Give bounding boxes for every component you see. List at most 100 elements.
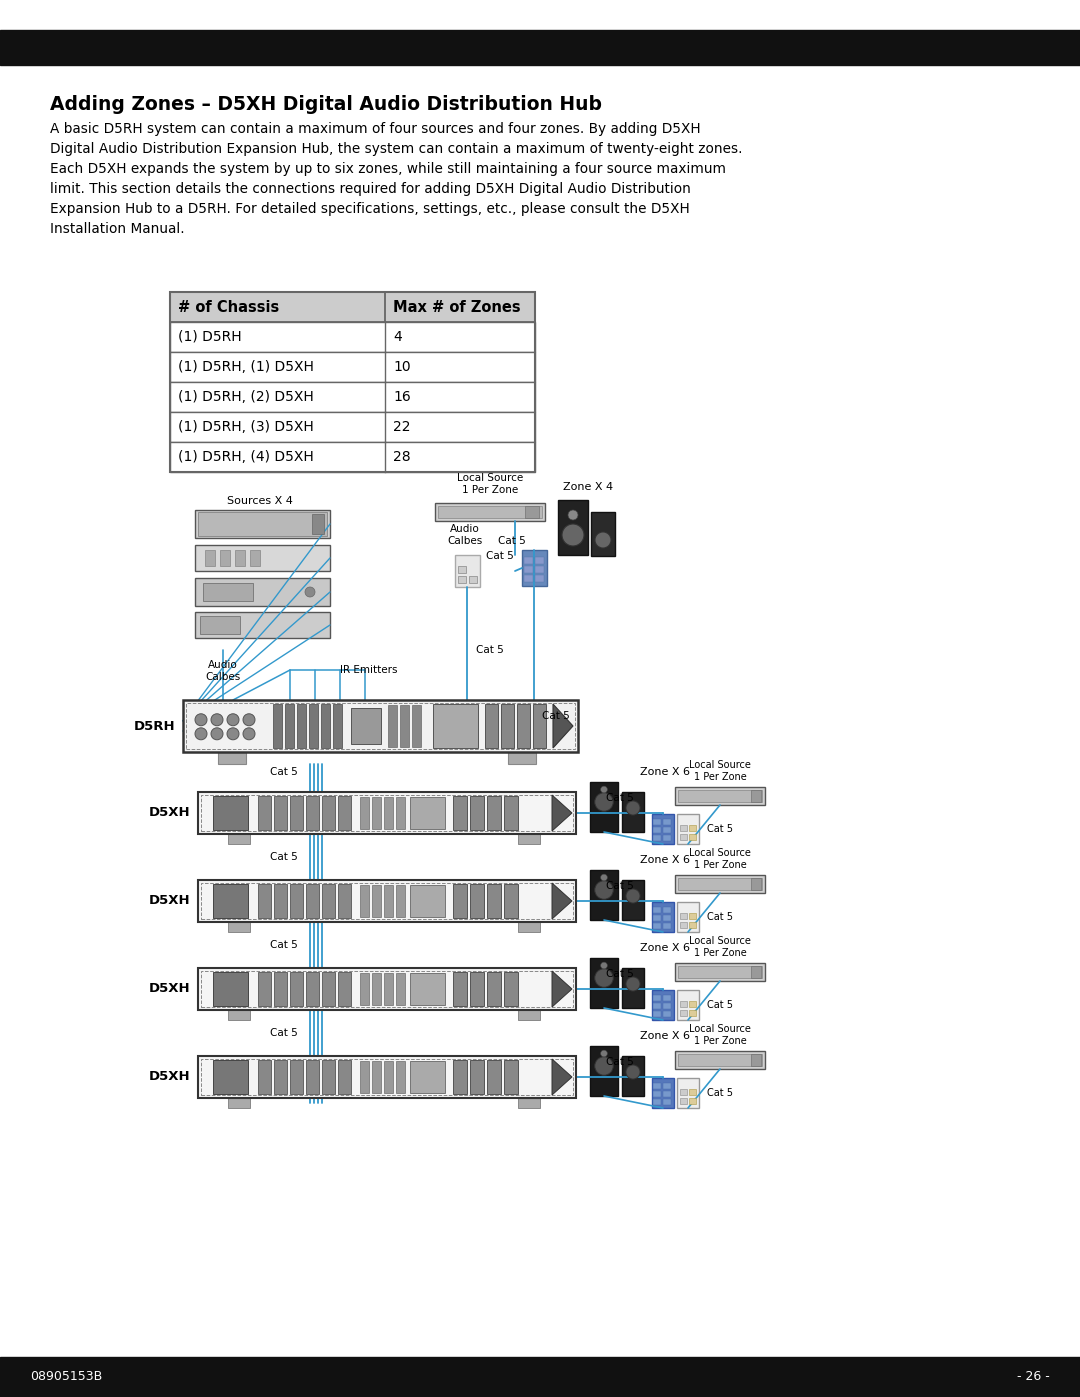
Text: 28: 28 — [393, 450, 410, 464]
Text: Audio
Calbes: Audio Calbes — [205, 659, 241, 682]
Bar — [501, 704, 514, 747]
Bar — [558, 500, 588, 555]
Bar — [487, 972, 501, 1006]
Bar — [680, 914, 687, 919]
Text: (1) D5RH: (1) D5RH — [178, 330, 242, 344]
Bar — [274, 1060, 287, 1094]
Text: Local Source
1 Per Zone: Local Source 1 Per Zone — [457, 474, 523, 495]
Bar — [372, 972, 381, 1004]
Text: Zone X 6: Zone X 6 — [640, 1031, 690, 1041]
Bar — [372, 798, 381, 828]
Bar — [653, 1011, 661, 1017]
Circle shape — [600, 875, 607, 882]
Bar — [751, 1053, 761, 1066]
Bar — [213, 796, 248, 830]
Bar — [522, 550, 546, 585]
Bar — [410, 1060, 445, 1092]
Bar — [453, 884, 467, 918]
Bar — [195, 578, 330, 606]
Circle shape — [626, 800, 640, 814]
Bar — [360, 886, 369, 916]
Bar — [652, 902, 674, 932]
Circle shape — [595, 1056, 613, 1076]
Bar — [306, 884, 319, 918]
Bar — [653, 1083, 661, 1090]
Circle shape — [595, 532, 611, 548]
Bar — [291, 796, 303, 830]
Bar — [213, 1060, 248, 1094]
Bar — [170, 321, 535, 352]
Circle shape — [243, 714, 255, 726]
Bar — [680, 1090, 687, 1095]
Bar — [525, 506, 539, 518]
Bar — [291, 1060, 303, 1094]
Bar — [524, 557, 534, 564]
Bar — [653, 827, 661, 833]
Circle shape — [227, 714, 239, 726]
Bar — [322, 884, 335, 918]
Bar — [306, 1060, 319, 1094]
Bar — [433, 704, 478, 747]
Bar — [360, 972, 369, 1004]
Circle shape — [243, 728, 255, 740]
Bar — [689, 826, 696, 831]
Bar — [306, 796, 319, 830]
Bar — [675, 963, 765, 981]
Bar — [590, 958, 618, 1009]
Bar — [590, 1046, 618, 1097]
Bar — [321, 704, 330, 747]
Circle shape — [195, 728, 207, 740]
Text: 4: 4 — [393, 330, 402, 344]
Bar — [680, 826, 687, 831]
Bar — [689, 922, 696, 928]
Text: Cat 5: Cat 5 — [476, 645, 504, 655]
Bar — [435, 503, 545, 521]
Bar — [680, 1098, 687, 1104]
Bar — [678, 789, 762, 802]
Bar — [622, 792, 644, 833]
Bar — [524, 576, 534, 583]
Bar — [195, 510, 330, 538]
Bar — [653, 995, 661, 1002]
Text: Cat 5: Cat 5 — [270, 852, 298, 862]
Bar — [591, 511, 615, 556]
Text: Cat 5: Cat 5 — [606, 970, 633, 979]
Text: Expansion Hub to a D5RH. For detailed specifications, settings, etc., please con: Expansion Hub to a D5RH. For detailed sp… — [50, 203, 690, 217]
Bar — [0, 29, 1080, 66]
Bar — [410, 972, 445, 1004]
Bar — [198, 968, 576, 1010]
Bar — [663, 827, 671, 833]
Circle shape — [600, 787, 607, 793]
Bar — [338, 1060, 351, 1094]
Bar — [198, 511, 327, 536]
Text: Cat 5: Cat 5 — [707, 824, 733, 834]
Text: A basic D5RH system can contain a maximum of four sources and four zones. By add: A basic D5RH system can contain a maximu… — [50, 122, 701, 136]
Bar — [678, 965, 762, 978]
Bar — [535, 557, 544, 564]
Circle shape — [195, 714, 207, 726]
Bar — [400, 705, 409, 747]
Bar — [195, 545, 330, 571]
Bar — [410, 886, 445, 916]
Bar — [396, 1060, 405, 1092]
Bar — [652, 814, 674, 844]
Bar — [504, 796, 518, 830]
Polygon shape — [552, 795, 572, 831]
Bar — [663, 1091, 671, 1097]
Bar — [200, 616, 240, 634]
Bar — [384, 1060, 393, 1092]
Bar — [213, 884, 248, 918]
Text: Cat 5: Cat 5 — [606, 1058, 633, 1067]
Bar — [322, 796, 335, 830]
Bar — [220, 550, 230, 566]
Text: (1) D5RH, (4) D5XH: (1) D5RH, (4) D5XH — [178, 450, 314, 464]
Bar — [410, 798, 445, 828]
Bar — [338, 972, 351, 1006]
Polygon shape — [552, 883, 572, 919]
Text: Installation Manual.: Installation Manual. — [50, 222, 185, 236]
Bar — [235, 550, 245, 566]
Text: Cat 5: Cat 5 — [707, 1088, 733, 1098]
Bar — [170, 441, 535, 472]
Bar — [170, 292, 535, 472]
Bar — [535, 576, 544, 583]
